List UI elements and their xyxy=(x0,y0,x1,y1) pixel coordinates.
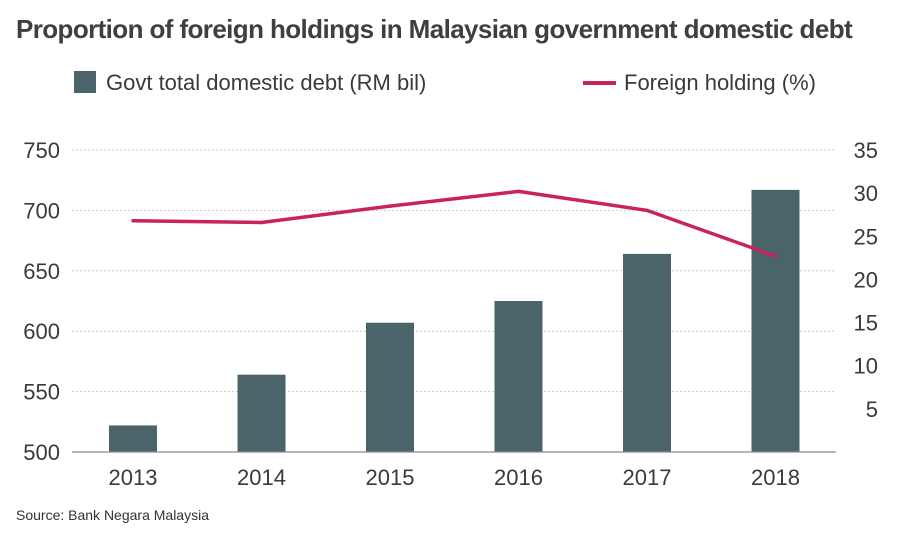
line-point xyxy=(516,189,521,194)
legend: Govt total domestic debt (RM bil) Foreig… xyxy=(74,70,816,95)
chart-title: Proportion of foreign holdings in Malays… xyxy=(16,14,853,44)
bar xyxy=(366,322,414,452)
x-tick-label: 2018 xyxy=(751,465,800,490)
left-tick-label: 650 xyxy=(23,259,60,284)
bar xyxy=(237,374,286,452)
x-axis-labels: 2013 2014 2015 2016 2017 2018 xyxy=(109,465,800,490)
right-tick-label: 20 xyxy=(854,267,878,292)
right-tick-label: 5 xyxy=(866,397,878,422)
line-point xyxy=(388,204,392,208)
bar xyxy=(109,425,157,452)
right-tick-label: 30 xyxy=(854,181,878,206)
right-tick-label: 25 xyxy=(854,224,878,249)
left-tick-label: 750 xyxy=(23,138,60,163)
right-tick-label: 35 xyxy=(854,138,878,163)
foreign-holding-line xyxy=(132,189,777,258)
left-tick-label: 550 xyxy=(23,380,60,405)
legend-bar-swatch xyxy=(74,71,96,93)
line-point xyxy=(259,220,264,225)
line-point xyxy=(131,219,135,223)
gridlines xyxy=(72,149,836,393)
x-tick-label: 2015 xyxy=(366,465,415,490)
bar-series xyxy=(109,189,800,452)
line-series xyxy=(131,189,778,258)
left-tick-label: 500 xyxy=(23,440,60,465)
left-axis: 500 550 600 650 700 750 xyxy=(23,138,60,465)
left-tick-label: 600 xyxy=(23,319,60,344)
right-tick-label: 10 xyxy=(854,354,878,379)
bar xyxy=(623,253,671,452)
x-tick-label: 2014 xyxy=(237,465,286,490)
bar xyxy=(751,189,800,452)
legend-bar-label: Govt total domestic debt (RM bil) xyxy=(106,70,426,95)
x-tick-label: 2013 xyxy=(109,465,158,490)
source-note: Source: Bank Negara Malaysia xyxy=(16,507,209,523)
x-tick-label: 2016 xyxy=(494,465,543,490)
legend-line-label: Foreign holding (%) xyxy=(624,70,816,95)
bar xyxy=(494,301,543,452)
line-point xyxy=(773,254,778,258)
x-tick-label: 2017 xyxy=(623,465,672,490)
right-axis: 5 10 15 20 25 30 35 xyxy=(854,138,878,422)
left-tick-label: 700 xyxy=(23,198,60,223)
line-point xyxy=(645,208,649,213)
right-tick-label: 15 xyxy=(854,311,878,336)
